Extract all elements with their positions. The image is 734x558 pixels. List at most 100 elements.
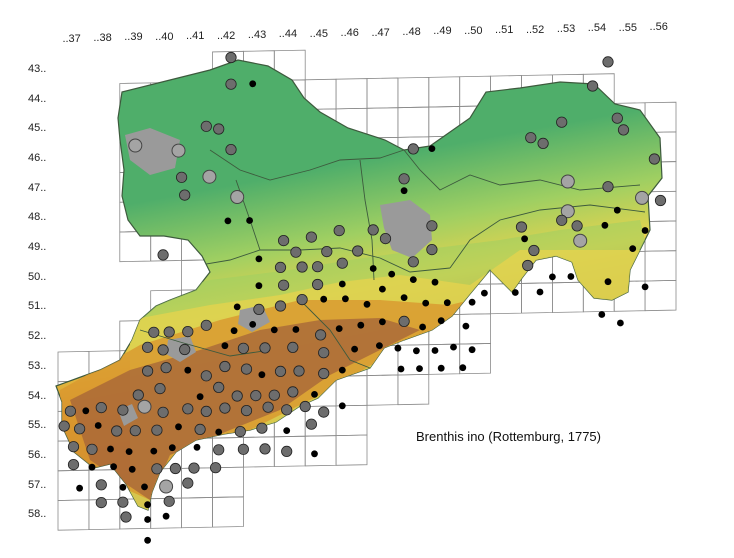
record-dot-medium xyxy=(274,300,287,312)
record-dot-medium xyxy=(314,329,327,341)
record-dot-medium xyxy=(67,458,80,471)
record-dot-medium xyxy=(132,389,144,401)
grid-cell xyxy=(212,496,244,528)
grid-cell xyxy=(552,281,584,313)
record-dot-medium xyxy=(142,341,154,353)
record-dot-small xyxy=(258,371,266,379)
record-dot-medium xyxy=(296,261,308,273)
row-label: 50.. xyxy=(28,270,47,283)
record-dot-medium xyxy=(151,463,163,475)
record-dot-medium xyxy=(318,347,330,359)
record-dots xyxy=(58,51,667,544)
record-dot-medium xyxy=(648,153,661,165)
record-dot-medium xyxy=(95,479,107,491)
record-dot-medium xyxy=(522,259,534,272)
grid-cell xyxy=(181,497,213,529)
record-dot-small xyxy=(255,255,263,263)
record-dot-small xyxy=(193,443,201,451)
column-label: ..40 xyxy=(155,30,174,43)
record-dot-small xyxy=(431,347,439,354)
grid-cell xyxy=(366,374,399,406)
row-label: 53.. xyxy=(28,359,47,372)
column-label: ..41 xyxy=(186,30,205,43)
record-dot-small xyxy=(233,303,241,311)
record-dot-medium xyxy=(556,214,568,226)
record-dot-medium xyxy=(182,325,194,338)
record-dot-medium xyxy=(287,341,299,353)
record-dot-small xyxy=(536,288,544,296)
record-dot-medium xyxy=(305,231,317,243)
column-label: ..38 xyxy=(93,32,112,45)
grid-cell xyxy=(490,283,522,315)
record-dot-small xyxy=(144,501,152,509)
urban-area xyxy=(380,200,432,258)
column-label: ..47 xyxy=(371,26,390,39)
record-dot-medium xyxy=(179,189,191,201)
record-dot-small xyxy=(335,325,343,332)
grid-cell xyxy=(366,107,399,139)
row-label: 47.. xyxy=(28,181,47,194)
record-dot-medium xyxy=(398,173,410,185)
row-label: 52.. xyxy=(28,330,47,343)
record-dot-small xyxy=(400,187,408,195)
grid-cell xyxy=(521,282,553,314)
record-dot-medium xyxy=(210,462,222,474)
record-dot-medium xyxy=(151,424,163,436)
record-dot-small xyxy=(76,484,83,492)
record-dot-small xyxy=(511,289,519,296)
record-dot-medium xyxy=(129,425,141,437)
record-dot-small xyxy=(162,512,170,520)
record-dot-medium xyxy=(213,381,225,393)
record-dot-medium xyxy=(528,244,540,257)
record-dot-small xyxy=(338,402,346,410)
record-dot-medium xyxy=(268,389,280,401)
row-label: 56.. xyxy=(28,448,47,461)
row-label: 58.. xyxy=(28,508,47,521)
record-dot-medium xyxy=(299,400,311,413)
grid-cell xyxy=(335,434,368,466)
record-dot-small xyxy=(230,327,238,335)
record-dot-medium xyxy=(318,367,330,380)
grid-cell xyxy=(397,373,430,406)
record-dot-small xyxy=(363,300,371,308)
row-label: 55.. xyxy=(28,419,47,432)
record-dot-medium xyxy=(219,360,231,373)
record-dot-medium xyxy=(231,390,243,402)
record-dot-small xyxy=(431,278,439,286)
record-dot-small xyxy=(617,319,624,327)
record-dot-small xyxy=(462,322,470,330)
district-boundary xyxy=(299,299,371,369)
record-dot-small xyxy=(419,323,426,331)
record-dot-medium xyxy=(333,225,345,237)
column-label: ..51 xyxy=(495,24,514,37)
record-dot-small xyxy=(437,317,445,325)
grid-cell xyxy=(428,76,461,108)
record-dot-medium xyxy=(200,370,212,382)
district-boundary xyxy=(209,149,405,181)
record-dot-medium xyxy=(142,365,154,377)
row-label: 54.. xyxy=(28,389,47,402)
record-dot-medium xyxy=(281,445,293,457)
record-dot-medium xyxy=(95,496,107,509)
record-dot-small xyxy=(428,145,436,153)
record-dot-medium xyxy=(311,278,324,291)
record-dot-medium xyxy=(293,365,305,377)
record-dot-medium xyxy=(225,144,237,156)
record-dot-small xyxy=(88,463,96,471)
record-dot-large xyxy=(573,233,588,248)
grid-cell xyxy=(57,469,90,501)
record-dot-medium xyxy=(64,405,77,417)
column-label: ..55 xyxy=(618,21,637,34)
record-dot-medium xyxy=(157,406,169,418)
record-dot-medium xyxy=(318,406,330,418)
record-dot-medium xyxy=(277,235,290,247)
record-dot-medium xyxy=(262,401,274,413)
record-dot-small xyxy=(379,318,386,326)
record-dot-small xyxy=(311,450,318,458)
record-dot-small xyxy=(141,483,148,491)
record-dot-small xyxy=(175,423,182,431)
row-label: 57.. xyxy=(28,478,47,491)
record-dot-small xyxy=(450,343,457,351)
record-dot-small xyxy=(168,444,176,452)
record-dot-small xyxy=(246,217,254,224)
